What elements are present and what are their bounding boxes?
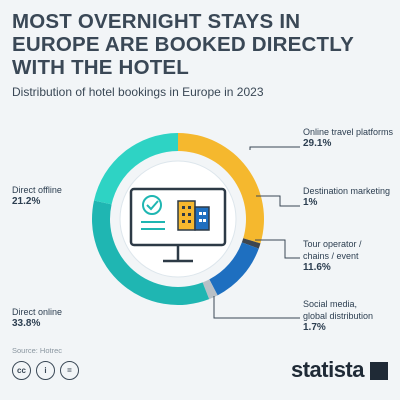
value-online-travel: 29.1% — [303, 138, 332, 149]
nd-icon[interactable]: = — [60, 361, 79, 380]
label-tour-line1: Tour operator / — [303, 239, 362, 249]
source-note: Source: Hotrec — [12, 346, 63, 355]
donut-slice-direct-online — [91, 200, 210, 305]
donut-slice-destination-marketing — [241, 238, 261, 249]
hotel-building-icon — [177, 200, 196, 231]
chart-subtitle: Distribution of hotel bookings in Europe… — [12, 85, 264, 99]
label-direct-online: Direct online 33.8% — [12, 306, 62, 330]
leader-line-social — [213, 296, 300, 319]
label-social-media: Social media, global distribution 1.7% — [303, 298, 373, 334]
value-direct-online: 33.8% — [12, 318, 41, 329]
label-tour-line2: chains / event — [303, 251, 359, 261]
check-icon — [142, 195, 162, 215]
by-icon[interactable]: i — [36, 361, 55, 380]
booking-illustration — [119, 160, 237, 278]
label-social-line1: Social media, — [303, 299, 358, 309]
value-destination: 1% — [303, 197, 318, 208]
donut-slice-direct-offline — [94, 133, 178, 205]
donut-slice-social-media-global-distribution — [202, 279, 218, 300]
label-online-travel: Online travel platforms 29.1% — [303, 126, 393, 150]
label-social-line2: global distribution — [303, 311, 374, 321]
statista-logo[interactable]: statista — [290, 357, 365, 382]
label-direct-offline: Direct offline 21.2% — [12, 184, 62, 208]
label-destination-marketing: Destination marketing 1% — [303, 185, 390, 209]
label-direct-offline-name: Direct offline — [12, 185, 62, 195]
label-direct-online-name: Direct online — [12, 307, 63, 317]
label-online-travel-name: Online travel platforms — [303, 127, 394, 137]
value-direct-offline: 21.2% — [12, 196, 41, 207]
leader-line-destination — [256, 195, 300, 207]
statista-logo-mark — [370, 362, 388, 380]
label-destination-name: Destination marketing — [303, 186, 391, 196]
label-tour-operator: Tour operator / chains / event 11.6% — [303, 238, 362, 274]
page-title: MOST OVERNIGHT STAYS IN EUROPE ARE BOOKE… — [12, 10, 354, 79]
leader-line-tour — [255, 239, 300, 259]
donut-slice-online-travel-platforms — [178, 133, 265, 244]
value-social: 1.7% — [303, 322, 326, 333]
donut-slice-tour-operator-chains-event — [209, 242, 259, 296]
leader-line-online-travel — [249, 146, 300, 150]
cc-icon[interactable]: cc — [12, 361, 31, 380]
value-tour: 11.6% — [303, 262, 331, 273]
